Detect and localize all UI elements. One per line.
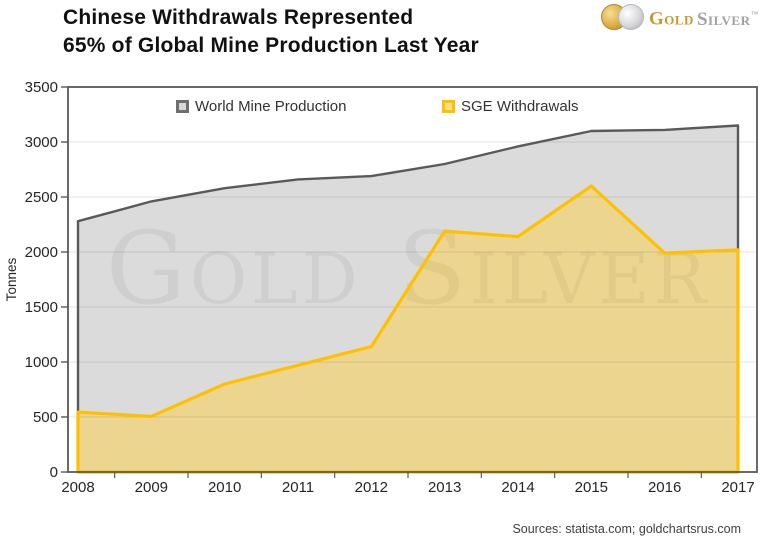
logo-word-gold: Gold <box>648 8 694 30</box>
x-tick-label-2012: 2012 <box>355 479 388 496</box>
y-axis-title: Tonnes <box>4 257 19 301</box>
x-tick-label-2008: 2008 <box>61 479 94 496</box>
legend-item-world-mine-production: World Mine Production <box>176 98 346 115</box>
watermark-text: Gold Silver <box>106 210 710 327</box>
legend-label-world: World Mine Production <box>195 98 347 115</box>
logo-text: Gold Silver™ <box>648 5 759 30</box>
x-tick-label-2010: 2010 <box>208 479 241 496</box>
y-tick-label-500: 500 <box>33 409 58 426</box>
chart-title-line2: 65% of Global Mine Production Last Year <box>63 34 479 57</box>
x-tick-label-2009: 2009 <box>135 479 168 496</box>
y-tick-label-1500: 1500 <box>25 299 58 316</box>
logo-word-silver: Silver <box>696 8 751 30</box>
x-tick-label-2015: 2015 <box>575 479 608 496</box>
x-tick-label-2017: 2017 <box>721 479 754 496</box>
x-tick-label-2016: 2016 <box>648 479 681 496</box>
x-tick-label-2011: 2011 <box>282 479 314 496</box>
chart-title-line1: Chinese Withdrawals Represented <box>63 6 414 29</box>
legend-label-sge: SGE Withdrawals <box>461 98 579 115</box>
chart-title: Chinese Withdrawals Represented 65% of G… <box>63 4 479 60</box>
y-tick-label-3000: 3000 <box>25 134 58 151</box>
silver-coin-icon <box>617 4 644 30</box>
trademark-symbol: ™ <box>750 10 759 20</box>
area-fill-sge-withdrawals <box>78 186 738 472</box>
y-tick-label-3500: 3500 <box>25 79 58 96</box>
y-tick-label-0: 0 <box>50 464 58 481</box>
x-tick-label-2013: 2013 <box>428 479 461 496</box>
y-tick-label-2500: 2500 <box>25 189 58 206</box>
world-mine-production-swatch-icon <box>176 100 189 113</box>
legend-item-sge-withdrawals: SGE Withdrawals <box>442 98 579 115</box>
y-tick-label-1000: 1000 <box>25 354 58 371</box>
goldsilver-logo: Gold Silver™ <box>600 4 759 30</box>
plot-frame <box>67 86 758 473</box>
sources-note: Sources: statista.com; goldchartsrus.com <box>512 522 741 536</box>
x-tick-label-2014: 2014 <box>501 479 534 496</box>
sge-withdrawals-swatch-icon <box>442 100 455 113</box>
y-tick-label-2000: 2000 <box>25 244 58 261</box>
